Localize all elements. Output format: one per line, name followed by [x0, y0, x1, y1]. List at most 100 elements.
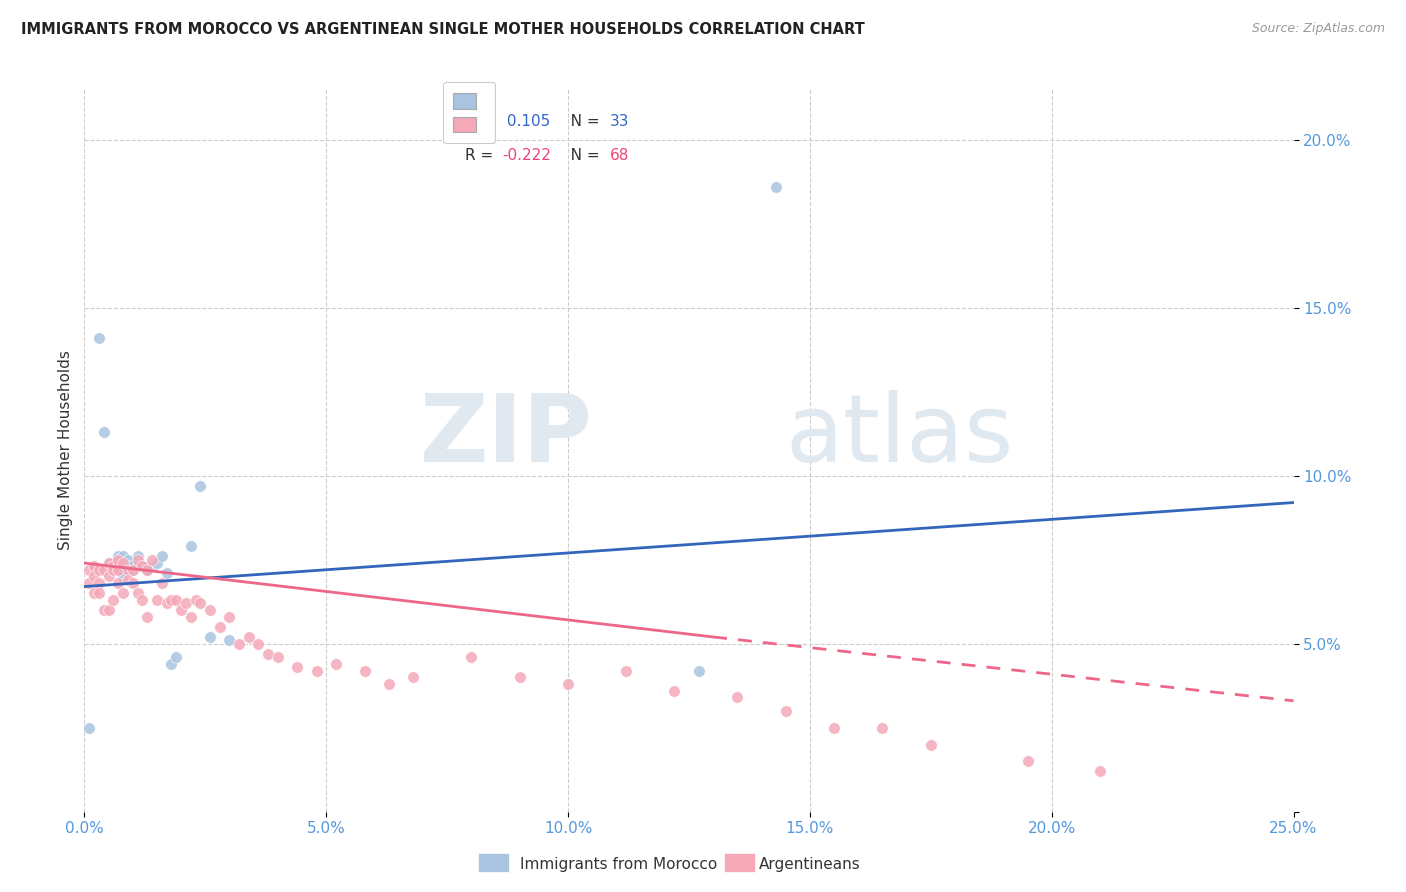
Text: atlas: atlas	[786, 390, 1014, 482]
Point	[121, 559, 143, 574]
Point	[107, 559, 129, 574]
Point	[87, 331, 110, 345]
Point	[117, 552, 139, 566]
Point	[112, 556, 135, 570]
Point	[160, 593, 183, 607]
Point	[155, 596, 177, 610]
Point	[180, 539, 202, 553]
Point	[150, 576, 173, 591]
Point	[378, 677, 401, 691]
Point	[257, 647, 280, 661]
Point	[136, 563, 159, 577]
Point	[107, 549, 129, 564]
Text: IMMIGRANTS FROM MOROCCO VS ARGENTINEAN SINGLE MOTHER HOUSEHOLDS CORRELATION CHAR: IMMIGRANTS FROM MOROCCO VS ARGENTINEAN S…	[21, 22, 865, 37]
Point	[823, 721, 845, 735]
Point	[112, 563, 135, 577]
Point	[103, 563, 125, 577]
Point	[664, 683, 686, 698]
Point	[87, 576, 110, 591]
Point	[97, 569, 120, 583]
Point	[285, 660, 308, 674]
Point	[136, 609, 159, 624]
Point	[402, 670, 425, 684]
Point	[103, 559, 125, 574]
Point	[305, 664, 328, 678]
Point	[93, 563, 115, 577]
Point	[117, 559, 139, 574]
Point	[688, 664, 710, 678]
Point	[775, 704, 797, 718]
Point	[107, 576, 129, 591]
Point	[228, 637, 250, 651]
Point	[103, 559, 125, 574]
Point	[127, 586, 149, 600]
Point	[121, 563, 143, 577]
Text: N =: N =	[557, 148, 605, 163]
Text: Source: ZipAtlas.com: Source: ZipAtlas.com	[1251, 22, 1385, 36]
Point	[87, 586, 110, 600]
Point	[107, 559, 129, 574]
Point	[107, 563, 129, 577]
Point	[218, 609, 240, 624]
Point	[136, 563, 159, 577]
Point	[218, 633, 240, 648]
Point	[146, 556, 169, 570]
Point	[97, 559, 120, 574]
Point	[87, 563, 110, 577]
Point	[117, 563, 139, 577]
Point	[165, 650, 187, 665]
Point	[1088, 764, 1111, 779]
Point	[127, 552, 149, 566]
Point	[83, 586, 105, 600]
Point	[97, 556, 120, 570]
Point	[190, 596, 212, 610]
Point	[150, 549, 173, 564]
Point	[77, 563, 100, 577]
Text: N =: N =	[555, 114, 605, 129]
Point	[131, 559, 153, 574]
Point	[247, 637, 270, 651]
Point	[97, 603, 120, 617]
Point	[198, 603, 221, 617]
Point	[93, 603, 115, 617]
Text: R =: R =	[465, 148, 498, 163]
Text: 68: 68	[610, 148, 630, 163]
Point	[165, 593, 187, 607]
Point	[325, 657, 347, 671]
Point	[77, 721, 100, 735]
Point	[103, 593, 125, 607]
Point	[83, 559, 105, 574]
Text: -0.222: -0.222	[502, 148, 551, 163]
Point	[83, 569, 105, 583]
Point	[170, 603, 193, 617]
Point	[614, 664, 637, 678]
Text: 0.105: 0.105	[502, 114, 550, 129]
Text: Immigrants from Morocco: Immigrants from Morocco	[520, 857, 717, 872]
Text: ZIP: ZIP	[419, 390, 592, 482]
Point	[112, 586, 135, 600]
Text: Argentineans: Argentineans	[759, 857, 860, 872]
Point	[557, 677, 579, 691]
Point	[1017, 754, 1039, 768]
Point	[93, 425, 115, 439]
Point	[103, 556, 125, 570]
Text: R =: R =	[465, 114, 498, 129]
Point	[127, 559, 149, 574]
Point	[725, 690, 748, 705]
Point	[174, 596, 197, 610]
Legend: , : ,	[443, 82, 495, 144]
Point	[180, 609, 202, 624]
Point	[155, 566, 177, 581]
Point	[141, 552, 163, 566]
Point	[97, 556, 120, 570]
Text: 33: 33	[609, 114, 628, 129]
Point	[131, 559, 153, 574]
Point	[354, 664, 377, 678]
Point	[509, 670, 531, 684]
Point	[872, 721, 894, 735]
Point	[238, 630, 260, 644]
Point	[765, 179, 787, 194]
Point	[131, 593, 153, 607]
Y-axis label: Single Mother Households: Single Mother Households	[58, 351, 73, 550]
Point	[141, 559, 163, 574]
